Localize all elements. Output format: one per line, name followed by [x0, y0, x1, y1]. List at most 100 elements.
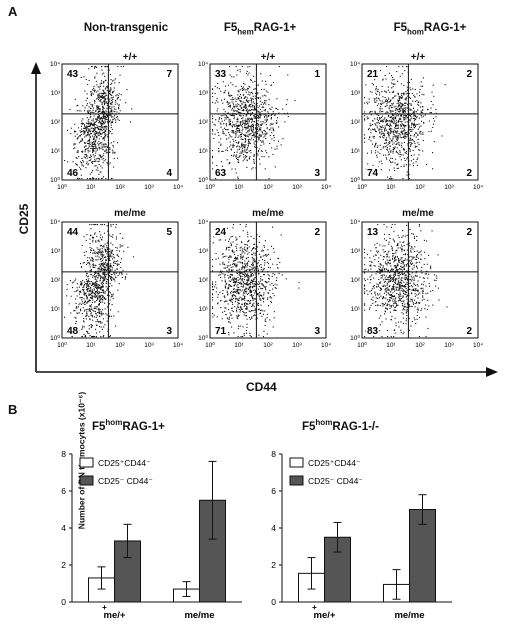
event-dot [77, 283, 78, 284]
quadrant-upper-right-value: 2 [466, 69, 472, 80]
event-dot [103, 176, 104, 177]
event-dot [381, 117, 382, 118]
event-dot [76, 164, 77, 165]
event-dot [96, 133, 97, 134]
event-dot [212, 102, 213, 103]
event-dot [271, 138, 272, 139]
event-dot [240, 275, 241, 276]
event-dot [392, 97, 393, 98]
event-dot [88, 280, 89, 281]
event-dot [230, 145, 231, 146]
event-dot [410, 144, 411, 145]
event-dot [88, 124, 89, 125]
event-dot [431, 112, 432, 113]
event-dot [94, 265, 95, 266]
event-dot [243, 89, 244, 90]
event-dot [243, 106, 244, 107]
event-dot [258, 118, 259, 119]
event-dot [374, 102, 375, 103]
event-dot [99, 316, 100, 317]
event-dot [118, 105, 119, 106]
event-dot [97, 298, 98, 299]
event-dot [88, 148, 89, 149]
event-dot [71, 296, 72, 297]
event-dot [233, 124, 234, 125]
event-dot [111, 236, 112, 237]
event-dot [232, 279, 233, 280]
event-dot [230, 82, 231, 83]
event-dot [93, 108, 94, 109]
event-dot [111, 277, 112, 278]
event-dot [99, 301, 100, 302]
event-dot [111, 316, 112, 317]
event-dot [112, 251, 113, 252]
event-dot [100, 313, 101, 314]
event-dot [111, 125, 112, 126]
event-dot [232, 302, 233, 303]
event-dot [230, 236, 231, 237]
event-dot [106, 150, 107, 151]
event-dot [231, 315, 232, 316]
event-dot [75, 136, 76, 137]
event-dot [427, 293, 428, 294]
event-dot [249, 266, 250, 267]
event-dot [378, 266, 379, 267]
event-dot [387, 124, 388, 125]
event-dot [244, 244, 245, 245]
event-dot [222, 273, 223, 274]
event-dot [397, 109, 398, 110]
event-dot [405, 109, 406, 110]
event-dot [378, 152, 379, 153]
event-dot [409, 330, 410, 331]
event-dot [103, 144, 104, 145]
event-dot [412, 321, 413, 322]
event-dot [242, 257, 243, 258]
event-dot [394, 170, 395, 171]
event-dot [95, 256, 96, 257]
event-dot [269, 178, 270, 179]
event-dot [89, 129, 90, 130]
event-dot [243, 145, 244, 146]
event-dot [93, 311, 94, 312]
event-dot [87, 93, 88, 94]
event-dot [235, 260, 236, 261]
event-dot [262, 310, 263, 311]
event-dot [238, 91, 239, 92]
event-dot [254, 298, 255, 299]
event-dot [402, 108, 403, 109]
event-dot [401, 261, 402, 262]
event-dot [82, 118, 83, 119]
event-dot [397, 163, 398, 164]
event-dot [99, 274, 100, 275]
event-dot [244, 298, 245, 299]
event-dot [387, 100, 388, 101]
event-dot [120, 110, 121, 111]
event-dot [258, 335, 259, 336]
event-dot [380, 106, 381, 107]
event-dot [391, 162, 392, 163]
event-dot [97, 293, 98, 294]
event-dot [266, 100, 267, 101]
event-dot [104, 101, 105, 102]
event-dot [103, 262, 104, 263]
event-dot [364, 134, 365, 135]
event-dot [102, 246, 103, 247]
event-dot [115, 78, 116, 79]
event-dot [78, 306, 79, 307]
event-dot [379, 108, 380, 109]
event-dot [82, 105, 83, 106]
event-dot [91, 260, 92, 261]
event-dot [212, 118, 213, 119]
y-tick-label: 10³ [351, 90, 361, 97]
event-dot [402, 105, 403, 106]
event-dot [250, 126, 251, 127]
event-dot [228, 247, 229, 248]
event-dot [103, 82, 104, 83]
event-dot [249, 246, 250, 247]
event-dot [245, 140, 246, 141]
event-dot [264, 130, 265, 131]
event-dot [107, 90, 108, 91]
event-dot [365, 269, 366, 270]
event-dot [374, 293, 375, 294]
event-dot [83, 320, 84, 321]
